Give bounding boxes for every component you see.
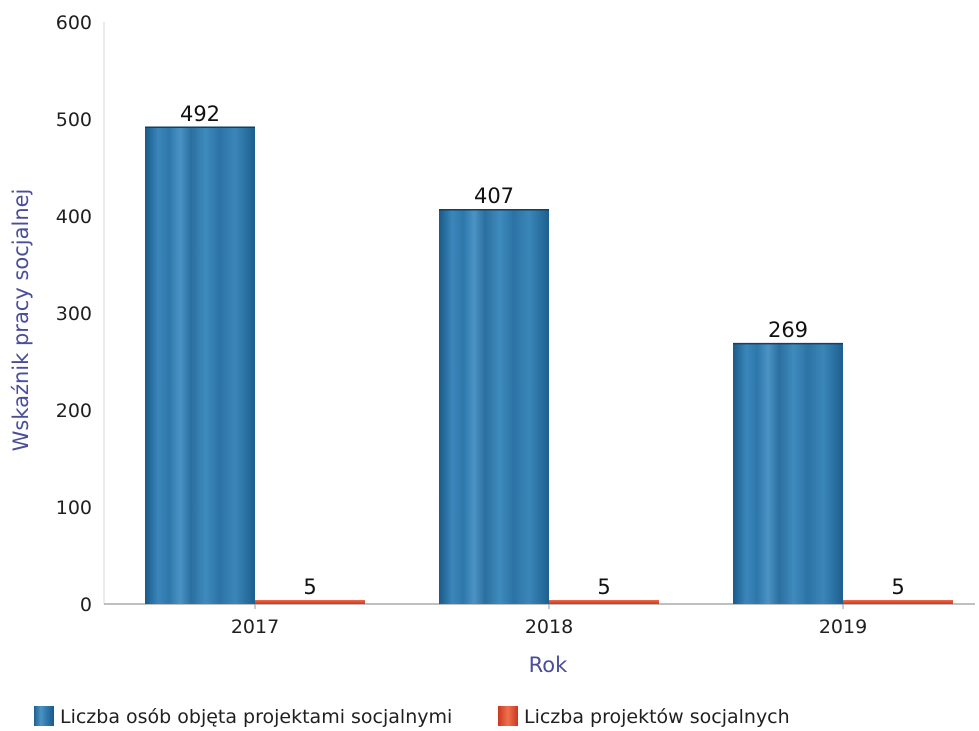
bar-projects-2017	[255, 600, 365, 604]
y-axis-ticks: 0 100 200 300 400 500 600	[56, 12, 92, 616]
legend-swatch-projects	[498, 706, 518, 726]
x-tick-label: 2017	[231, 616, 279, 638]
y-tick-label: 500	[56, 109, 92, 131]
data-label-projects: 5	[891, 575, 904, 599]
x-tick-label: 2019	[819, 616, 867, 638]
bar-persons-2017	[145, 126, 255, 604]
data-label-projects: 5	[597, 575, 610, 599]
legend-label: Liczba osób objęta projektami socjalnymi	[60, 706, 452, 728]
legend-swatch-persons	[34, 706, 54, 726]
y-tick-label: 0	[80, 594, 92, 616]
y-tick-label: 200	[56, 400, 92, 422]
bar-projects-2018	[549, 600, 659, 604]
data-label-projects: 5	[303, 575, 316, 599]
bar-persons-2019	[733, 343, 843, 604]
y-axis-title: Wskaźnik pracy socjalnej	[9, 189, 33, 452]
data-label-persons: 407	[474, 184, 514, 208]
bar-projects-2019	[843, 600, 953, 604]
y-tick-label: 100	[56, 497, 92, 519]
x-tick-label: 2018	[525, 616, 573, 638]
bar-persons-2018	[439, 209, 549, 604]
x-axis-ticks: 2017 2018 2019	[231, 604, 867, 638]
data-label-persons: 492	[180, 102, 220, 126]
legend: Liczba osób objęta projektami socjalnymi…	[34, 706, 790, 728]
legend-label: Liczba projektów socjalnych	[524, 706, 790, 728]
y-tick-label: 300	[56, 303, 92, 325]
x-axis-title: Rok	[529, 653, 568, 677]
data-label-persons: 269	[768, 318, 808, 342]
y-tick-label: 400	[56, 206, 92, 228]
bars: 492 5 407 5 269 5	[145, 102, 953, 604]
y-tick-label: 600	[56, 12, 92, 34]
